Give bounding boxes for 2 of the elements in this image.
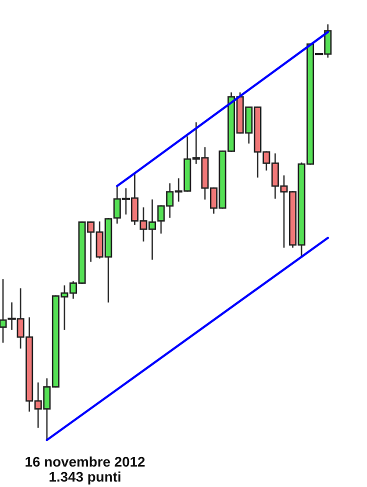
text: 16 novembre 2012 bbox=[26, 456, 145, 467]
text: 1.343 punti bbox=[50, 472, 120, 484]
